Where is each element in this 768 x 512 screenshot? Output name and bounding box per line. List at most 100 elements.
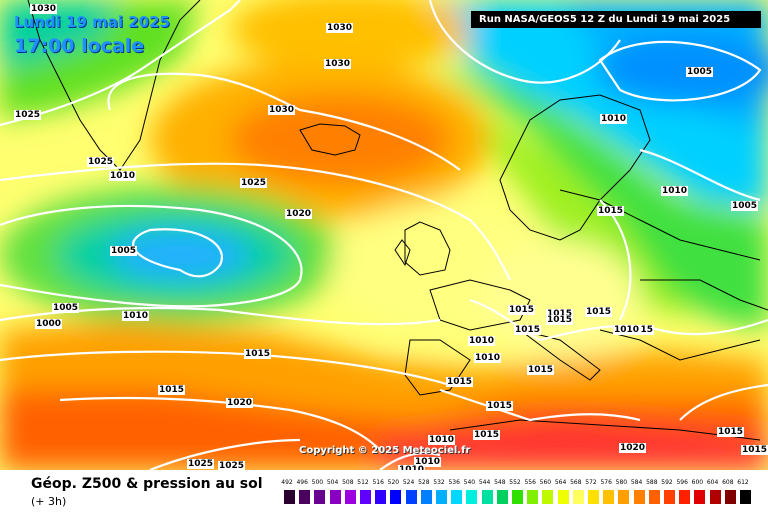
- isobar-label: 1015: [473, 430, 501, 440]
- legend-label: 504: [326, 479, 339, 486]
- legend-label: 604: [706, 479, 719, 486]
- legend-swatch: [709, 490, 721, 504]
- isobar-label: 1010: [661, 186, 689, 196]
- isobar-label: 1020: [285, 209, 313, 219]
- isobar-label: 1015: [597, 206, 625, 216]
- legend-label: 560: [539, 479, 552, 486]
- isobar-label: 1030: [268, 105, 296, 115]
- map-subtitle: (+ 3h): [31, 495, 67, 508]
- legend-label: 592: [661, 479, 673, 486]
- isobar-label: 1015: [486, 401, 514, 411]
- legend-swatch: [648, 490, 660, 504]
- footer: Géop. Z500 & pression au sol (+ 3h) 492 4…: [0, 470, 768, 512]
- legend-swatch: [344, 490, 356, 504]
- isobar-label: 1010: [613, 325, 641, 335]
- isobar-label: 1015: [514, 325, 542, 335]
- isobar-label: 1030: [326, 23, 354, 33]
- isobar-label: 1030: [30, 4, 58, 14]
- forecast-time: 17:00 locale: [14, 35, 145, 57]
- isobar-label: 1025: [87, 157, 115, 167]
- legend-label: 540: [463, 479, 476, 486]
- legend-label: 508: [342, 479, 354, 486]
- color-legend: [284, 490, 752, 504]
- legend-label: 576: [600, 479, 612, 486]
- legend-swatch: [512, 490, 523, 504]
- legend-swatch: [572, 490, 584, 504]
- legend-swatch: [436, 490, 447, 504]
- legend-label: 580: [615, 479, 628, 486]
- isobar-label: 1015: [158, 385, 186, 395]
- legend-label: 524: [402, 479, 415, 486]
- legend-label: 568: [570, 479, 582, 486]
- isobars: [0, 0, 768, 470]
- isobar-label: 1005: [731, 201, 759, 211]
- isobar-label: 1005: [686, 67, 714, 77]
- isobar-label: 1025: [218, 461, 246, 470]
- legend-swatch: [451, 490, 463, 504]
- isobar-label: 1010: [428, 435, 456, 445]
- legend-label: 588: [646, 479, 658, 486]
- isobar-label: 1020: [619, 443, 647, 453]
- isobar-label: 1015: [508, 305, 536, 315]
- legend-swatch: [542, 490, 554, 504]
- isobar-label: 1010: [109, 171, 137, 181]
- isobar-label: 1010: [468, 336, 496, 346]
- isobar-label: 1025: [14, 110, 42, 120]
- legend-swatch: [679, 490, 691, 504]
- isobar-label: 1025: [240, 178, 268, 188]
- legend-swatch: [375, 490, 387, 504]
- legend-swatch: [314, 490, 326, 504]
- forecast-date: Lundi 19 mai 2025: [14, 13, 170, 31]
- legend-label: 564: [554, 479, 567, 486]
- legend-label: 528: [418, 479, 430, 486]
- isobar-label: 1030: [324, 59, 352, 69]
- geopotential-field: [0, 0, 768, 470]
- legend-swatch: [588, 490, 599, 504]
- legend-label: 516: [372, 479, 384, 486]
- legend-label: 520: [387, 479, 400, 486]
- isobar-label: 1015: [244, 349, 272, 359]
- coastlines: [27, 0, 768, 441]
- legend-label: 500: [311, 479, 324, 486]
- isobar-label: 1015: [717, 427, 745, 437]
- isobar-label: 1010: [600, 114, 628, 124]
- isobar-label: 1005: [52, 303, 80, 313]
- legend-swatch: [664, 490, 675, 504]
- map-title: Géop. Z500 & pression au sol: [31, 476, 263, 492]
- legend-label: 492: [281, 479, 293, 486]
- legend-swatch: [284, 490, 295, 504]
- legend-label: 612: [737, 479, 749, 486]
- isobar-label: 1005: [110, 246, 138, 256]
- legend-swatch: [360, 490, 371, 504]
- isobar-label: 1025: [187, 459, 215, 469]
- legend-label: 552: [509, 479, 521, 486]
- isobar-label: 1015: [546, 309, 574, 319]
- legend-label: 496: [296, 479, 308, 486]
- isobar-label: 1015: [446, 377, 474, 387]
- isobar-label: 1020: [226, 398, 254, 408]
- legend-swatch: [557, 490, 569, 504]
- legend-swatch: [694, 490, 706, 504]
- legend-label: 556: [524, 479, 536, 486]
- weather-map: 1030 1030 1030 1030 1025 1025 1025 1025 …: [0, 0, 768, 470]
- isobar-label: 1010: [414, 457, 442, 467]
- run-info: Run NASA/GEOS5 12 Z du Lundi 19 mai 2025: [471, 11, 761, 28]
- legend-label: 544: [478, 479, 491, 486]
- legend-label: 584: [630, 479, 643, 486]
- legend-label: 536: [448, 479, 460, 486]
- legend-label: 512: [357, 479, 369, 486]
- legend-swatch: [740, 490, 751, 504]
- legend-swatch: [405, 490, 417, 504]
- isobar-label: 1010: [122, 311, 150, 321]
- legend-label: 572: [585, 479, 597, 486]
- legend-label: 608: [722, 479, 734, 486]
- legend-swatch: [420, 490, 432, 504]
- legend-label: 548: [494, 479, 506, 486]
- legend-swatch: [466, 490, 478, 504]
- isobar-label: 1015: [627, 325, 655, 335]
- legend-swatch: [527, 490, 539, 504]
- legend-swatch: [724, 490, 736, 504]
- legend-swatch: [299, 490, 311, 504]
- isobar-label: 1015: [585, 307, 613, 317]
- isobar-label: 1010: [398, 465, 426, 470]
